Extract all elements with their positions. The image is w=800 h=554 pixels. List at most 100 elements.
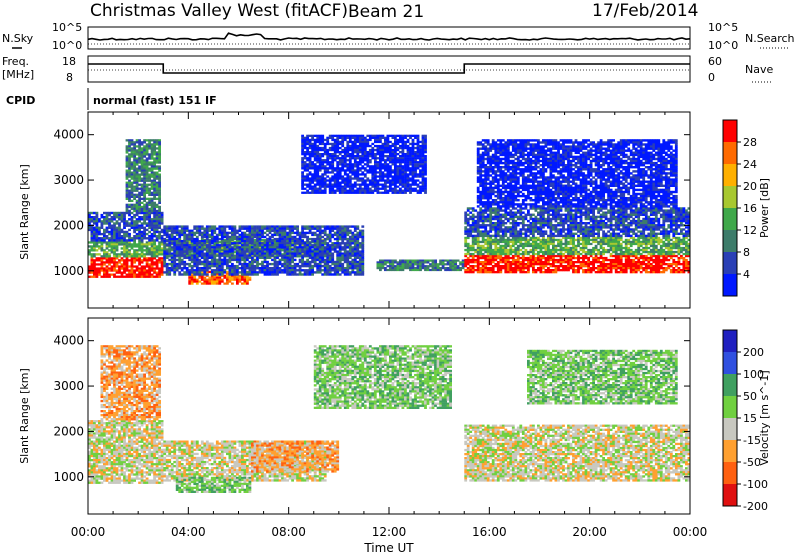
power-cell: [145, 253, 149, 256]
power-cell: [394, 146, 397, 150]
power-cell: [316, 146, 320, 150]
power-cell: [251, 267, 254, 270]
power-cell: [105, 230, 109, 234]
power-cell: [353, 273, 357, 276]
power-cell: [233, 254, 237, 257]
power-cell: [253, 267, 257, 270]
power-cell: [506, 267, 510, 270]
power-cell: [318, 227, 322, 230]
power-cell: [145, 159, 149, 162]
power-cell: [215, 246, 219, 249]
power-cell: [376, 144, 380, 148]
power-cell: [391, 151, 395, 154]
power-cell: [338, 231, 342, 235]
power-cell: [173, 231, 177, 235]
power-cell: [263, 254, 267, 257]
power-cell: [331, 165, 335, 168]
power-cell: [424, 185, 427, 188]
power-cell: [110, 216, 114, 219]
power-cell: [251, 262, 254, 266]
power-cell: [143, 259, 146, 262]
power-cell: [313, 227, 317, 230]
power-cell: [351, 254, 355, 257]
power-cell: [105, 226, 109, 229]
power-cell: [233, 273, 237, 276]
power-cell: [313, 175, 317, 178]
power-cell: [143, 220, 146, 223]
power-cell: [514, 269, 518, 272]
power-cell: [306, 225, 309, 228]
power-cell: [389, 268, 392, 272]
power-cell: [220, 233, 224, 237]
power-cell: [328, 179, 332, 182]
power-cell: [346, 256, 350, 259]
power-cell: [318, 167, 322, 170]
power-cell: [281, 244, 284, 247]
power-cell: [336, 256, 340, 259]
power-cell: [384, 142, 387, 146]
power-cell: [399, 146, 402, 150]
power-cell: [276, 233, 279, 237]
power-cell: [105, 265, 109, 268]
power-cell: [153, 177, 156, 180]
power-cell: [266, 250, 269, 253]
power-cell: [421, 144, 425, 148]
power-cell: [173, 252, 177, 255]
power-cell: [424, 191, 427, 194]
power-cell: [218, 267, 222, 270]
power-cell: [210, 260, 214, 264]
power-cell: [185, 227, 189, 230]
power-cell: [346, 175, 350, 178]
power-cell: [158, 271, 161, 274]
power-cell: [351, 185, 355, 188]
power-cell: [233, 264, 237, 268]
power-cell: [268, 240, 272, 243]
power-cell: [133, 243, 136, 246]
power-cell: [98, 218, 101, 221]
power-cell: [263, 267, 267, 270]
power-cell: [404, 155, 407, 158]
power-cell: [173, 240, 177, 243]
power-cell: [313, 169, 317, 172]
power-cell: [150, 143, 154, 146]
power-cell: [374, 167, 377, 170]
power-cell: [321, 246, 325, 249]
power-cell: [311, 146, 314, 150]
power-cell: [228, 271, 232, 274]
power-cell: [193, 280, 197, 283]
power-cell: [228, 246, 232, 249]
power-cell: [394, 163, 397, 166]
power-cell: [401, 142, 405, 146]
power-cell: [406, 146, 410, 150]
power-cell: [261, 233, 264, 237]
power-cell: [118, 228, 121, 232]
power-cell: [346, 155, 350, 158]
power-cell: [155, 235, 159, 238]
power-cell: [150, 145, 154, 148]
power-cell: [251, 242, 254, 245]
power-cell: [303, 136, 307, 139]
power-cell: [381, 183, 385, 186]
power-cell: [138, 187, 141, 190]
power-cell: [323, 246, 327, 249]
power-cell: [198, 233, 202, 237]
power-cell: [210, 246, 214, 249]
power-cell: [228, 240, 232, 243]
power-cell: [504, 267, 508, 270]
power-cell: [278, 258, 282, 262]
power-cell: [256, 254, 259, 257]
power-cell: [138, 271, 141, 274]
power-cell: [238, 267, 242, 270]
power-cell: [368, 151, 372, 154]
power-cell: [386, 171, 390, 174]
power-cell: [226, 258, 229, 262]
power-cell: [148, 213, 151, 217]
power-cell: [419, 181, 422, 184]
power-cell: [153, 216, 156, 219]
power-cell: [353, 189, 357, 192]
power-cell: [278, 250, 282, 253]
power-cell: [138, 209, 141, 213]
power-cell: [180, 252, 184, 255]
power-cell: [318, 155, 322, 158]
power-cell: [331, 256, 335, 259]
